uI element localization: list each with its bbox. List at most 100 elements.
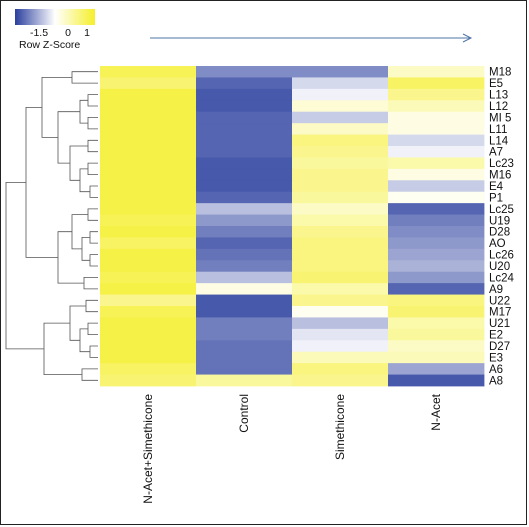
- heatmap-cell: [292, 294, 389, 307]
- heatmap-cell: [196, 77, 293, 90]
- heatmap-cell: [292, 123, 389, 135]
- heatmap-cell: [100, 340, 197, 353]
- heatmap-cell: [100, 214, 197, 227]
- heatmap-cell: [292, 340, 389, 353]
- heatmap-cell: [292, 100, 389, 113]
- dendrogram-branch: [81, 368, 98, 381]
- dendrogram-branch: [89, 231, 98, 244]
- heatmap-cell: [292, 374, 389, 387]
- dendrogram-branch: [5, 182, 44, 350]
- heatmap-cell: [100, 306, 197, 318]
- heatmap-cell: [388, 351, 485, 364]
- dendrogram-branch: [83, 277, 98, 290]
- heatmap-cell: [196, 134, 293, 147]
- dendrogram-branch: [79, 328, 90, 353]
- heatmap-cell: [100, 248, 197, 261]
- heatmap-cell: [292, 317, 389, 330]
- arrow-head: [462, 33, 473, 43]
- heatmap-cell: [388, 248, 485, 261]
- dendrogram-branch: [89, 254, 98, 267]
- heatmap-cell: [388, 66, 485, 78]
- heatmap-cell: [196, 260, 293, 273]
- heatmap-cell: [388, 203, 485, 215]
- row-label: Lc23: [489, 158, 514, 170]
- heatmap-cell: [388, 100, 485, 113]
- heatmap-cell: [196, 271, 293, 284]
- color-key-title: Row Z-Score: [19, 39, 80, 51]
- color-key-tick-label: 1: [84, 27, 90, 39]
- heatmap-cell: [100, 351, 197, 364]
- dendrogram-branch: [85, 299, 98, 313]
- heatmap-cell: [196, 214, 293, 227]
- heatmap-cell: [292, 237, 389, 250]
- heatmap-cell: [100, 66, 197, 78]
- row-label: U20: [489, 261, 510, 273]
- heatmap-cell: [292, 180, 389, 193]
- heatmap-cell: [388, 146, 485, 158]
- heatmap-cells: [100, 66, 485, 387]
- heatmap-cell: [388, 168, 485, 181]
- dendrogram-branch: [87, 139, 98, 153]
- heatmap-cell: [196, 351, 293, 364]
- heatmap-cell: [292, 226, 389, 238]
- row-label: A7: [489, 147, 503, 159]
- heatmap-cell: [388, 226, 485, 238]
- heatmap-cell: [292, 306, 389, 318]
- heatmap-cell: [196, 168, 293, 181]
- heatmap-cell: [100, 226, 197, 238]
- heatmap-cell: [292, 248, 389, 261]
- column-label: Simethicone: [333, 394, 347, 460]
- dendrogram-branch: [81, 237, 90, 261]
- heatmap-cell: [292, 283, 389, 295]
- trend-arrow: [150, 33, 473, 43]
- heatmap-cell: [100, 168, 197, 181]
- row-dendrogram: [5, 71, 98, 381]
- row-label: A8: [489, 375, 503, 387]
- heatmap-cell: [388, 123, 485, 135]
- dendrogram-branch: [87, 322, 98, 335]
- heatmap-cell: [196, 100, 293, 113]
- heatmap-cell: [196, 191, 293, 204]
- heatmap-cell: [100, 271, 197, 284]
- color-key-tick-label: 0: [65, 27, 71, 39]
- heatmap-cell: [388, 157, 485, 170]
- heatmap-cell: [100, 88, 197, 101]
- heatmap-cell: [388, 237, 485, 250]
- heatmap-cell: [196, 111, 293, 124]
- dendrogram-branch: [89, 345, 98, 358]
- heatmap-cell: [100, 363, 197, 375]
- heatmap-cell: [388, 317, 485, 330]
- dendrogram-branch: [43, 322, 82, 375]
- heatmap-cell: [100, 157, 197, 170]
- row-label: U21: [489, 318, 510, 330]
- heatmap-cell: [292, 203, 389, 215]
- dendrogram-branch: [57, 231, 84, 284]
- heatmap-cell: [100, 134, 197, 147]
- row-label: MI 5: [489, 112, 511, 124]
- heatmap-cell: [196, 306, 293, 318]
- row-label: L14: [489, 135, 509, 147]
- dendrogram-branch: [69, 305, 86, 341]
- heatmap-cell: [100, 123, 197, 135]
- heatmap-cell: [292, 88, 389, 101]
- row-label: E4: [489, 181, 504, 193]
- row-label: L13: [489, 90, 508, 102]
- column-label: Control: [237, 394, 251, 433]
- heatmap-cell: [388, 191, 485, 204]
- heatmap-cell: [292, 271, 389, 284]
- heatmap-cell: [196, 294, 293, 307]
- heatmap-cell: [196, 340, 293, 353]
- heatmap-cell: [100, 294, 197, 307]
- row-label: P1: [489, 192, 503, 204]
- row-label: AO: [489, 238, 506, 250]
- dendrogram-branch: [79, 99, 88, 124]
- row-label: D28: [489, 227, 510, 239]
- dendrogram-branch: [87, 94, 98, 107]
- row-label: Lc25: [489, 204, 514, 216]
- heatmap-cell: [388, 328, 485, 341]
- heatmap-cell: [196, 123, 293, 135]
- row-label: E5: [489, 78, 503, 90]
- row-label: M16: [489, 170, 511, 182]
- heatmap-cell: [100, 191, 197, 204]
